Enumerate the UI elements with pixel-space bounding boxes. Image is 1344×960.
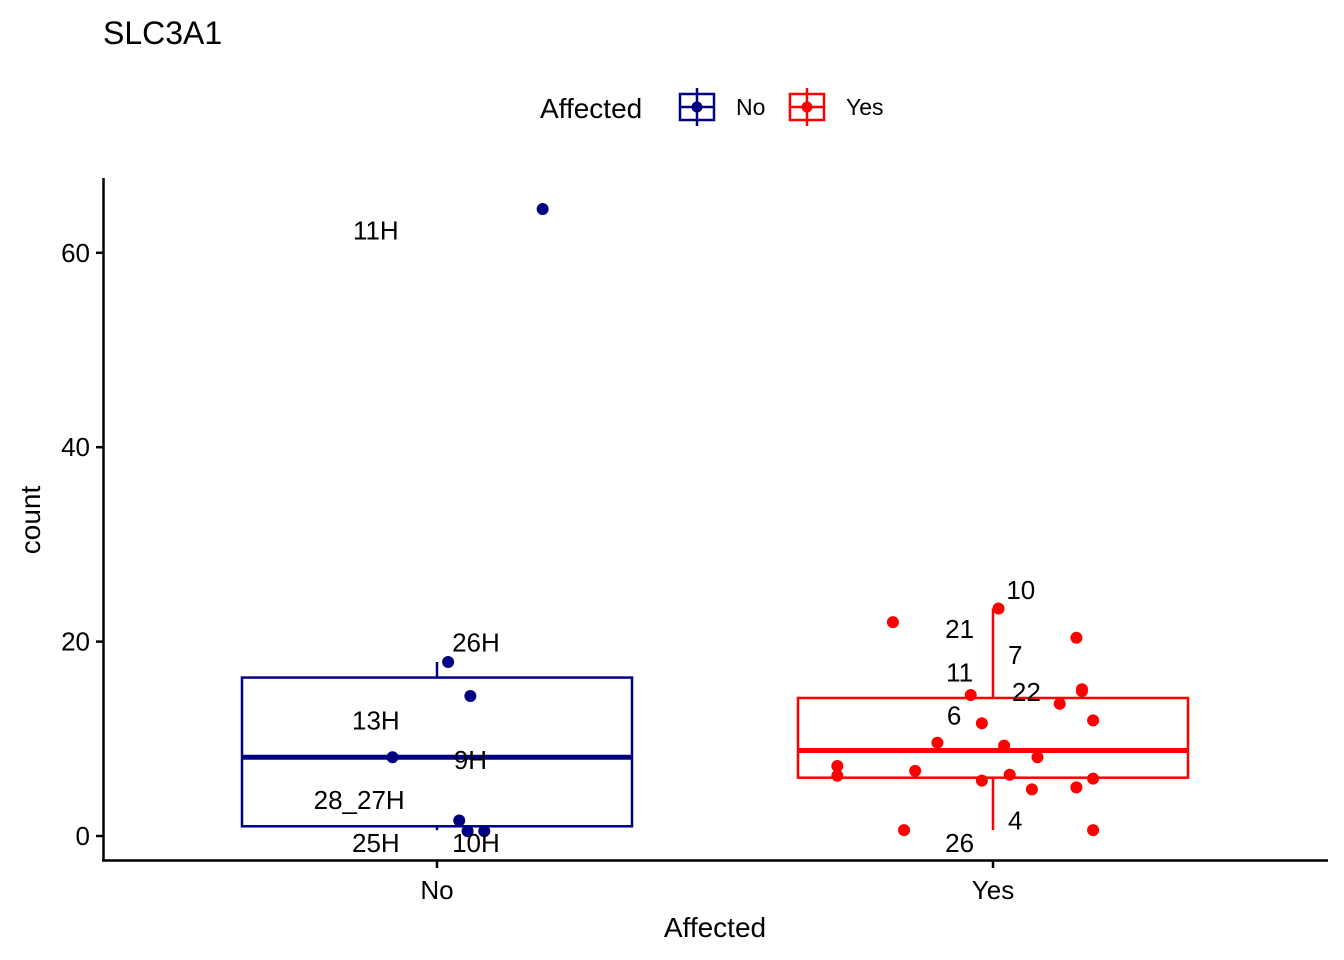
data-point-yes: [1070, 631, 1083, 644]
data-point-yes: [831, 760, 844, 773]
data-point-no: [386, 751, 399, 764]
data-point-yes: [975, 717, 988, 730]
data-point-no: [453, 814, 466, 827]
data-point-yes: [1003, 768, 1016, 781]
data-point-yes: [1070, 781, 1083, 794]
legend-label-no: No: [736, 94, 765, 120]
point-label-yes: 4: [1008, 805, 1022, 835]
point-label-no: 9H: [454, 745, 487, 775]
data-point-no: [478, 825, 491, 838]
point-label-yes: 22: [1012, 677, 1041, 707]
legend-key-point-no: [691, 101, 703, 113]
point-label-yes: 21: [945, 614, 974, 644]
point-label-yes: 7: [1008, 640, 1022, 670]
data-point-yes: [1075, 685, 1088, 698]
data-point-yes: [1031, 751, 1044, 764]
point-label-no: 13H: [352, 705, 400, 735]
data-point-yes: [909, 764, 922, 777]
y-axis-title: count: [15, 486, 46, 555]
point-label-no: 25H: [352, 828, 400, 858]
y-tick-label: 40: [61, 432, 90, 462]
y-tick-label: 20: [61, 627, 90, 657]
legend: Affected No Yes: [540, 88, 884, 126]
x-tick-label: Yes: [972, 875, 1014, 905]
axes: 0 20 40 60 No Yes Affected count: [15, 178, 1328, 943]
point-label-yes: 11: [946, 658, 973, 688]
data-point-no: [461, 825, 474, 838]
box-no: [240, 676, 634, 828]
data-point-yes: [1087, 824, 1100, 837]
x-axis-title: Affected: [664, 912, 766, 943]
data-point-yes: [998, 739, 1011, 752]
data-point-yes: [1087, 714, 1100, 727]
point-label-yes: 6: [947, 700, 961, 730]
data-point-yes: [1025, 783, 1038, 796]
legend-title: Affected: [540, 93, 642, 124]
data-point-yes: [931, 736, 944, 749]
data-point-yes: [898, 824, 911, 837]
data-point-yes: [1053, 697, 1066, 710]
data-point-yes: [975, 774, 988, 787]
point-label-no: 26H: [452, 628, 500, 658]
x-tick-label: No: [420, 875, 453, 905]
data-point-yes: [1087, 772, 1100, 785]
y-tick-label: 0: [76, 821, 90, 851]
point-label-no: 11H: [353, 215, 399, 245]
plot-area: 11H 26H 13H 9H 28_27H 25H 10H 10 21 7 11 22 6 4 26: [240, 203, 1190, 858]
point-label-no: 10H: [452, 828, 500, 858]
point-label-yes: 26: [945, 828, 974, 858]
legend-label-yes: Yes: [846, 94, 884, 120]
data-point-no: [464, 690, 477, 703]
box-yes: [796, 696, 1190, 779]
data-point-yes: [992, 602, 1005, 615]
point-label-yes: 10: [1006, 575, 1035, 605]
data-point-yes: [886, 616, 899, 629]
data-point-no: [442, 656, 455, 669]
chart-title: SLC3A1: [103, 15, 222, 51]
data-point-yes: [831, 769, 844, 782]
y-tick-label: 60: [61, 238, 90, 268]
data-point-yes: [964, 689, 977, 702]
data-point-no: [536, 203, 549, 216]
legend-key-point-yes: [801, 101, 813, 113]
point-label-no: 28_27H: [314, 785, 405, 815]
